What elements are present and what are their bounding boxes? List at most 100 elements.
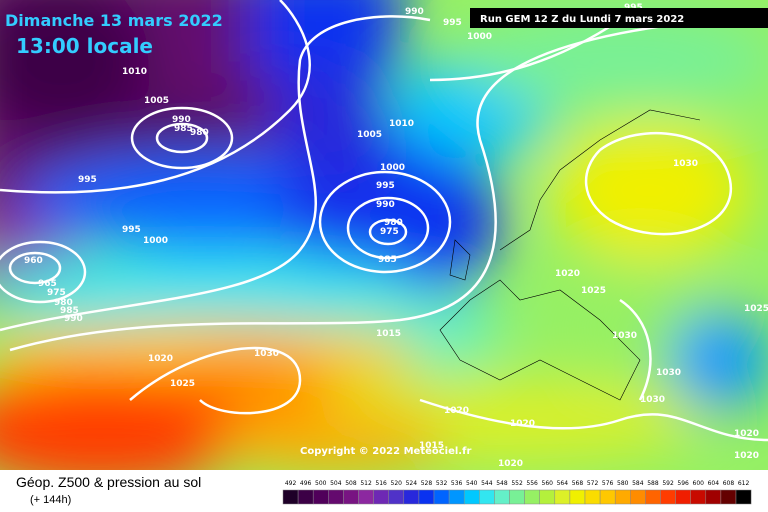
scale-label: 608 (723, 480, 735, 487)
isobar-label: 985 (60, 306, 79, 316)
scale-swatch (614, 489, 631, 505)
isobar-label: 1025 (581, 286, 606, 296)
isobar-label: 1000 (380, 163, 405, 173)
scale-swatch (433, 489, 450, 505)
scale-swatch (403, 489, 420, 505)
scale-label: 496 (300, 480, 312, 487)
scale-swatch (660, 489, 676, 505)
map: 9909951000995101010059909859809959951000… (0, 0, 768, 470)
scale-swatch (645, 489, 661, 505)
scale-label: 512 (360, 480, 372, 487)
scale-swatch (554, 489, 571, 505)
scale-swatch (599, 489, 616, 505)
scale-swatch (358, 489, 374, 505)
date-label: Dimanche 13 mars 2022 (5, 11, 223, 30)
scale-swatch (584, 489, 601, 505)
scale-swatch (735, 489, 752, 505)
scale-swatch (343, 489, 359, 505)
isobar-label: 965 (38, 279, 57, 289)
scale-label: 556 (526, 480, 538, 487)
isobar-label: 960 (24, 256, 43, 266)
scale-label: 552 (511, 480, 523, 487)
scale-label: 596 (677, 480, 689, 487)
isobar-label: 995 (376, 181, 395, 191)
footer-title: Géop. Z500 & pression au sol (16, 474, 202, 490)
scale-swatch (297, 489, 314, 505)
isobar-label: 995 (122, 225, 141, 235)
run-label: Run GEM 12 Z du Lundi 7 mars 2022 (480, 14, 684, 25)
scale-label: 572 (587, 480, 599, 487)
scale-swatch (569, 489, 586, 505)
scale-label: 524 (406, 480, 418, 487)
scale-label: 580 (617, 480, 629, 487)
isobar-label: 1020 (555, 269, 580, 279)
isobar-label: 980 (384, 218, 403, 228)
color-scale: 492 496 500 504 508 512 516 520 524 528 532 536 540 5… (282, 480, 752, 505)
scale-label: 520 (391, 480, 403, 487)
isobar-label: 990 (376, 200, 395, 210)
scale-swatch (675, 489, 691, 505)
scale-swatch (463, 489, 480, 505)
time-label: 13:00 locale (16, 34, 153, 58)
scale-label: 508 (345, 480, 357, 487)
isobar-label: 1020 (734, 451, 759, 461)
footer-lead: (+ 144h) (30, 494, 72, 506)
isobar-label: 1025 (744, 304, 768, 314)
scale-swatch (494, 489, 510, 505)
scale-label: 584 (632, 480, 644, 487)
scale-label: 604 (708, 480, 720, 487)
scale-label: 516 (375, 480, 387, 487)
coastlines (439, 109, 701, 401)
scale-label: 540 (466, 480, 478, 487)
scale-label: 592 (662, 480, 674, 487)
isobar-label: 980 (54, 298, 73, 308)
copyright: Copyright © 2022 Meteociel.fr (300, 446, 471, 457)
scale-swatch (418, 489, 435, 505)
isobar-label: 1000 (467, 32, 492, 42)
isobar-label: 1030 (673, 159, 698, 169)
isobar-label: 990 (64, 314, 83, 324)
isobar-label: 990 (172, 115, 191, 125)
isobar-label: 1020 (148, 354, 173, 364)
isobar-label: 1030 (640, 395, 665, 405)
scale-swatch (705, 489, 722, 505)
scale-swatch (448, 489, 465, 505)
scale-swatch (312, 489, 329, 505)
scale-swatch (479, 489, 495, 505)
isobars (0, 0, 768, 442)
scale-label: 544 (481, 480, 493, 487)
scale-label: 536 (451, 480, 463, 487)
scale-swatch (388, 489, 405, 505)
scale-label: 548 (496, 480, 508, 487)
scale-label: 568 (572, 480, 584, 487)
scale-swatch (509, 489, 525, 505)
isobar-label: 1020 (734, 429, 759, 439)
scale-label: 612 (738, 480, 750, 487)
scale-swatch (524, 489, 540, 505)
scale-swatch (630, 489, 646, 505)
isobar-label: 1005 (144, 96, 169, 106)
isobar-label: 1030 (612, 331, 637, 341)
isobar-label: 985 (174, 124, 193, 134)
run-box (470, 8, 768, 28)
isobar-label: 975 (380, 227, 399, 237)
isobar-label: 1010 (389, 119, 414, 129)
isobar-label: 1005 (357, 130, 382, 140)
isobar-label: 1020 (510, 419, 535, 429)
scale-swatch (539, 489, 556, 505)
scale-swatch (373, 489, 389, 505)
isobar-label: 1015 (419, 441, 444, 451)
isobar-label: 1025 (170, 379, 195, 389)
scale-swatch (282, 489, 299, 505)
isobar-label: 990 (405, 7, 424, 17)
isobar-label: 1030 (254, 349, 279, 359)
scale-swatch (690, 489, 707, 505)
scale-label: 528 (421, 480, 433, 487)
scale-swatch (720, 489, 737, 505)
scale-label: 600 (693, 480, 705, 487)
isobar-label: 1010 (122, 67, 147, 77)
isobar-label: 1015 (376, 329, 401, 339)
isobar-label: 985 (378, 255, 397, 265)
scale-label: 576 (602, 480, 614, 487)
